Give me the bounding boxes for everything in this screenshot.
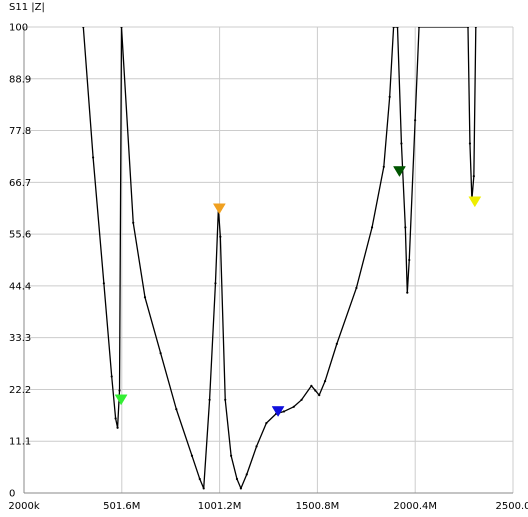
data-point [208, 398, 211, 401]
x-tick-label: 1500.8M [296, 501, 340, 512]
data-point [314, 389, 317, 392]
data-point [292, 405, 295, 408]
series-line [82, 27, 477, 489]
marker-triangle[interactable] [393, 166, 406, 177]
data-point [132, 221, 135, 224]
x-tick-label: 2000k [8, 501, 39, 512]
marker-triangle[interactable] [114, 394, 128, 406]
plot-area [24, 27, 513, 493]
data-point [468, 142, 472, 145]
data-point [404, 226, 407, 229]
data-point [255, 445, 258, 448]
data-point [120, 27, 123, 29]
data-point [382, 165, 385, 168]
data-point [323, 380, 327, 383]
axis-layer [23, 27, 513, 494]
data-point [219, 235, 222, 238]
series-layer [82, 27, 477, 490]
data-point [265, 422, 268, 425]
y-tick-label: 33.3 [9, 333, 31, 344]
marker-layer [114, 166, 482, 417]
data-point [92, 156, 95, 159]
data-point [102, 282, 105, 285]
y-tick-label: 100 [9, 23, 28, 34]
data-point [466, 27, 470, 29]
data-point [300, 398, 303, 401]
y-tick-label: 77.8 [9, 126, 31, 137]
chart-title: S11 |Z| [9, 2, 45, 13]
data-point [282, 410, 286, 413]
data-point [202, 487, 205, 490]
data-point [116, 426, 119, 429]
data-point [310, 384, 313, 387]
y-tick-label: 0 [9, 489, 15, 500]
marker-triangle[interactable] [271, 406, 285, 417]
data-point [214, 282, 217, 285]
data-point [230, 454, 233, 457]
data-point [190, 454, 194, 457]
y-tick-label: 11.1 [9, 437, 31, 448]
data-point [417, 27, 421, 29]
data-point [392, 27, 395, 29]
data-point [388, 95, 391, 98]
y-tick-label: 66.7 [9, 178, 31, 189]
y-tick-label: 22.2 [9, 385, 31, 396]
data-point [396, 27, 399, 29]
data-point [472, 175, 475, 178]
data-point [355, 286, 358, 290]
x-tick-label: 501.6M [103, 501, 140, 512]
data-point [474, 27, 477, 29]
data-point [82, 27, 85, 29]
data-point [198, 477, 201, 481]
data-point [159, 352, 162, 355]
data-point [414, 119, 417, 122]
y-tick-label: 44.4 [9, 281, 31, 292]
x-tick-label: 2000.4M [393, 501, 437, 512]
data-point [335, 342, 338, 345]
marker-triangle[interactable] [212, 203, 226, 215]
data-point [408, 258, 411, 262]
data-point [370, 226, 374, 229]
y-tick-label: 88.9 [9, 74, 31, 85]
data-point [114, 417, 117, 420]
y-tick-label: 55.6 [9, 230, 31, 241]
marker-triangle[interactable] [468, 196, 482, 208]
x-tick-label: 2500.0 [496, 501, 528, 512]
data-point [318, 394, 321, 397]
data-point [245, 473, 248, 476]
data-point [118, 389, 121, 392]
data-point [143, 296, 147, 299]
data-point [175, 408, 178, 411]
x-tick-label: 1001.2M [198, 501, 242, 512]
data-point [239, 487, 242, 490]
data-point [400, 142, 403, 145]
tick-label-layer: 10088.977.866.755.644.433.322.211.102000… [8, 23, 528, 513]
data-point [406, 291, 409, 294]
data-point [224, 398, 227, 401]
data-point [235, 477, 239, 481]
data-point [110, 375, 113, 378]
